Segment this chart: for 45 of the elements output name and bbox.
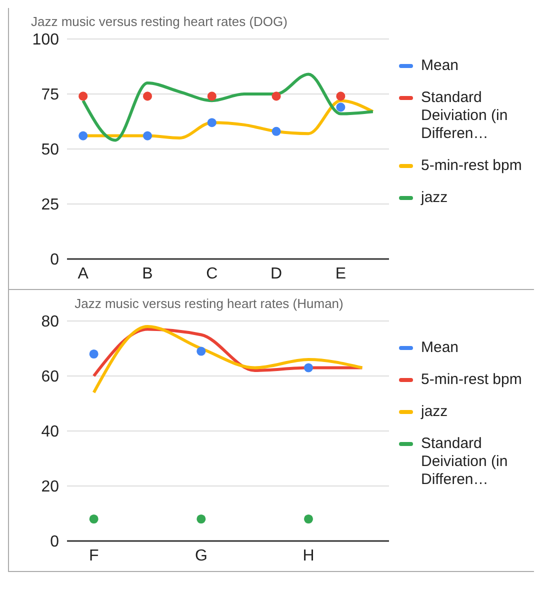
x-tick-label: D [270, 265, 282, 282]
point [142, 131, 152, 140]
legend-label: Standard Deiviation (in Differen… [421, 435, 509, 489]
y-tick-label: 100 [32, 32, 60, 49]
y-tick-label: 50 [41, 142, 60, 159]
legend-label: jazz [421, 189, 448, 207]
point [89, 514, 98, 524]
point [78, 131, 88, 140]
y-tick-label: 25 [41, 196, 60, 214]
line-series [92, 325, 364, 394]
y-tick-label: 60 [41, 368, 60, 386]
point [142, 92, 152, 101]
point [336, 92, 346, 101]
y-tick-label: 0 [50, 252, 60, 269]
point [304, 363, 314, 372]
legend-label: jazz [421, 403, 448, 421]
chart-title: Jazz music versus resting heart rates (Human) [74, 296, 344, 311]
x-tick-label: E [335, 265, 346, 282]
x-tick-label: G [194, 547, 208, 564]
point [78, 92, 88, 101]
point [304, 514, 314, 524]
point [336, 102, 346, 112]
x-tick-label: C [206, 265, 218, 282]
chart-title: Jazz music versus resting heart rates (DOG) [30, 14, 288, 29]
point [89, 349, 98, 359]
legend-label: Standard Deiviation (in Differen… [421, 89, 509, 143]
x-tick-label: F [88, 547, 99, 564]
point [207, 92, 216, 101]
x-tick-label: B [142, 265, 153, 282]
point [196, 346, 206, 356]
legend-label: 5-min-rest bpm [421, 371, 522, 389]
y-tick-label: 0 [50, 534, 60, 551]
y-tick-label: 40 [41, 424, 60, 441]
x-tick-label: H [302, 547, 314, 564]
legend-label: 5-min-rest bpm [421, 157, 522, 175]
y-tick-label: 20 [41, 478, 60, 496]
point [196, 514, 206, 524]
point [272, 92, 281, 101]
legend-label: Mean [421, 339, 459, 357]
point [272, 126, 281, 136]
legend-label: Mean [421, 57, 459, 75]
y-tick-label: 75 [41, 86, 60, 104]
y-tick-label: 80 [41, 314, 60, 331]
point [207, 118, 216, 128]
x-tick-label: A [78, 265, 89, 282]
